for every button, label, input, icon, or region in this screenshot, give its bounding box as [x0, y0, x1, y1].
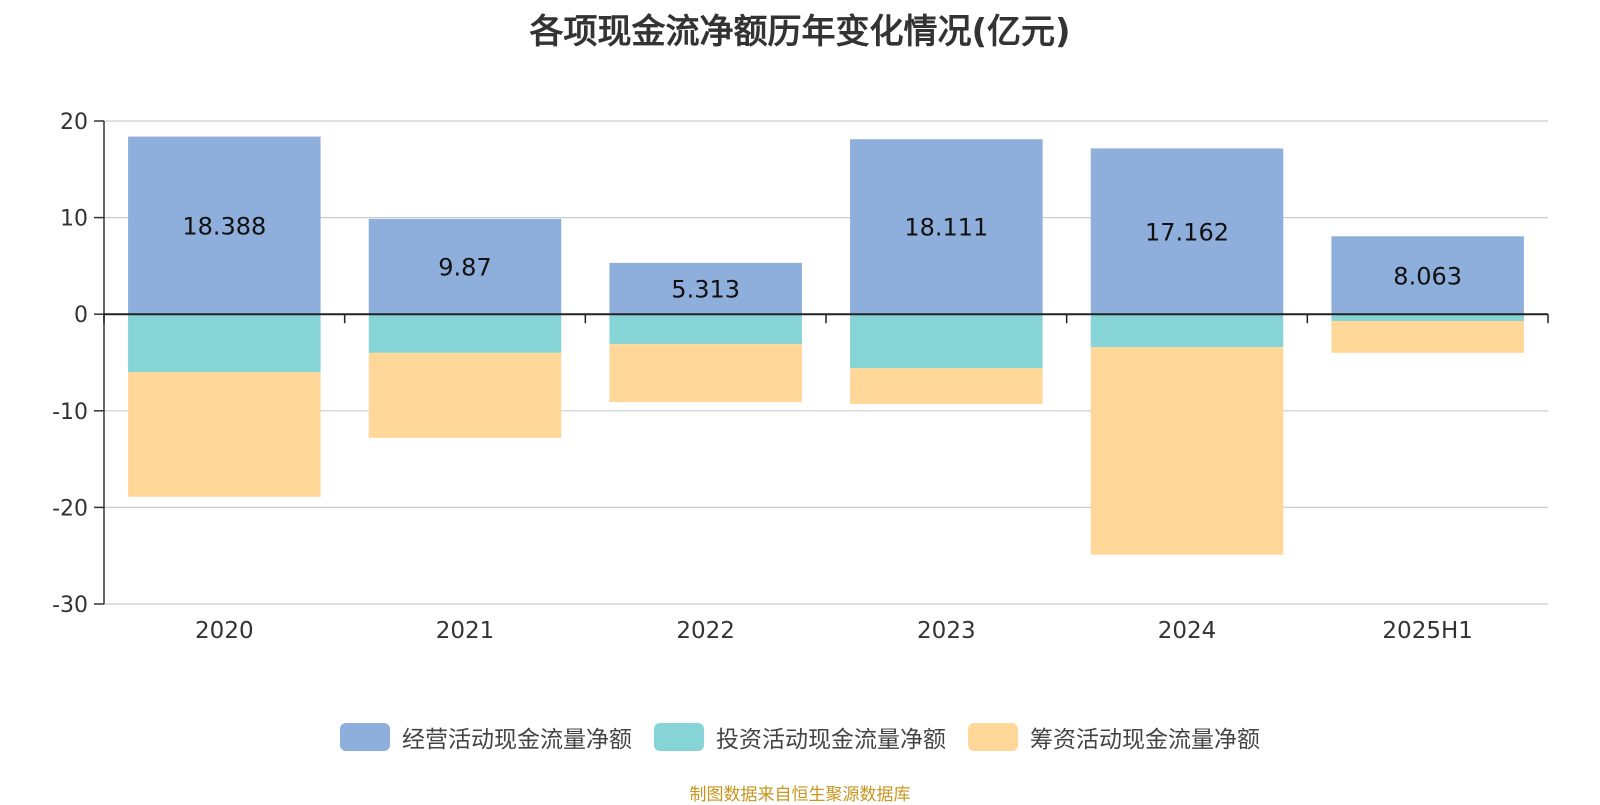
bar-financing-2020 — [128, 372, 321, 497]
data-label-operating: 5.313 — [671, 276, 740, 304]
legend-swatch-investing — [654, 723, 704, 751]
legend-swatch-operating — [340, 723, 390, 751]
x-tick-label: 2025H1 — [1382, 618, 1472, 644]
legend-label-financing: 筹资活动现金流量净额 — [1030, 727, 1260, 753]
bar-financing-2021 — [368, 352, 562, 438]
bar-financing-2025H1 — [1331, 320, 1524, 353]
y-tick-label: -30 — [52, 593, 88, 618]
bar-investing-2021 — [368, 314, 562, 353]
bar-financing-2024 — [1090, 347, 1284, 555]
legend-item-operating[interactable]: 经营活动现金流量净额 — [340, 720, 632, 754]
bar-operating-2023 — [850, 139, 1043, 315]
legend-item-financing[interactable]: 筹资活动现金流量净额 — [968, 720, 1260, 754]
y-tick-label: 10 — [60, 207, 88, 232]
bar-chart: 20 10 0 -10 -20 -30 18.388 2020 9.87 2021 5.313 202… — [52, 110, 1549, 644]
bar-investing-2022 — [609, 314, 802, 345]
bar-operating-2022 — [609, 262, 802, 315]
data-label-operating: 8.063 — [1393, 262, 1462, 290]
bar-investing-2024 — [1090, 314, 1284, 348]
data-label-operating: 9.87 — [438, 254, 491, 282]
bar-investing-2025H1 — [1331, 314, 1524, 321]
x-tick-label: 2023 — [917, 618, 976, 644]
data-label-operating: 18.111 — [904, 214, 988, 242]
y-tick-label: -10 — [52, 400, 88, 425]
bar-operating-2024 — [1090, 148, 1284, 315]
bar-financing-2023 — [850, 368, 1043, 405]
legend-swatch-financing — [968, 723, 1018, 751]
data-label-operating: 17.162 — [1145, 218, 1229, 246]
x-tick-label: 2024 — [1158, 618, 1217, 644]
bar-operating-2025H1 — [1331, 236, 1524, 315]
x-tick-label: 2021 — [436, 618, 495, 644]
chart-title: 各项现金流净额历年变化情况(亿元) — [529, 12, 1071, 52]
bar-investing-2023 — [850, 314, 1043, 369]
data-source-note: 制图数据来自恒生聚源数据库 — [689, 785, 911, 805]
x-tick-label: 2020 — [195, 618, 254, 644]
data-label-operating: 18.388 — [182, 212, 266, 240]
legend-label-operating: 经营活动现金流量净额 — [402, 727, 632, 753]
bar-investing-2020 — [128, 314, 321, 373]
bar-operating-2021 — [368, 218, 562, 315]
bar-operating-2020 — [128, 136, 321, 315]
y-tick-label: 20 — [60, 110, 88, 135]
legend-label-investing: 投资活动现金流量净额 — [716, 727, 946, 753]
bar-financing-2022 — [609, 344, 802, 403]
legend-item-investing[interactable]: 投资活动现金流量净额 — [654, 720, 946, 754]
y-tick-label: -20 — [52, 496, 88, 521]
y-tick-label: 0 — [74, 303, 88, 328]
x-tick-label: 2022 — [676, 618, 735, 644]
legend: 经营活动现金流量净额 投资活动现金流量净额 筹资活动现金流量净额 — [0, 720, 1600, 754]
